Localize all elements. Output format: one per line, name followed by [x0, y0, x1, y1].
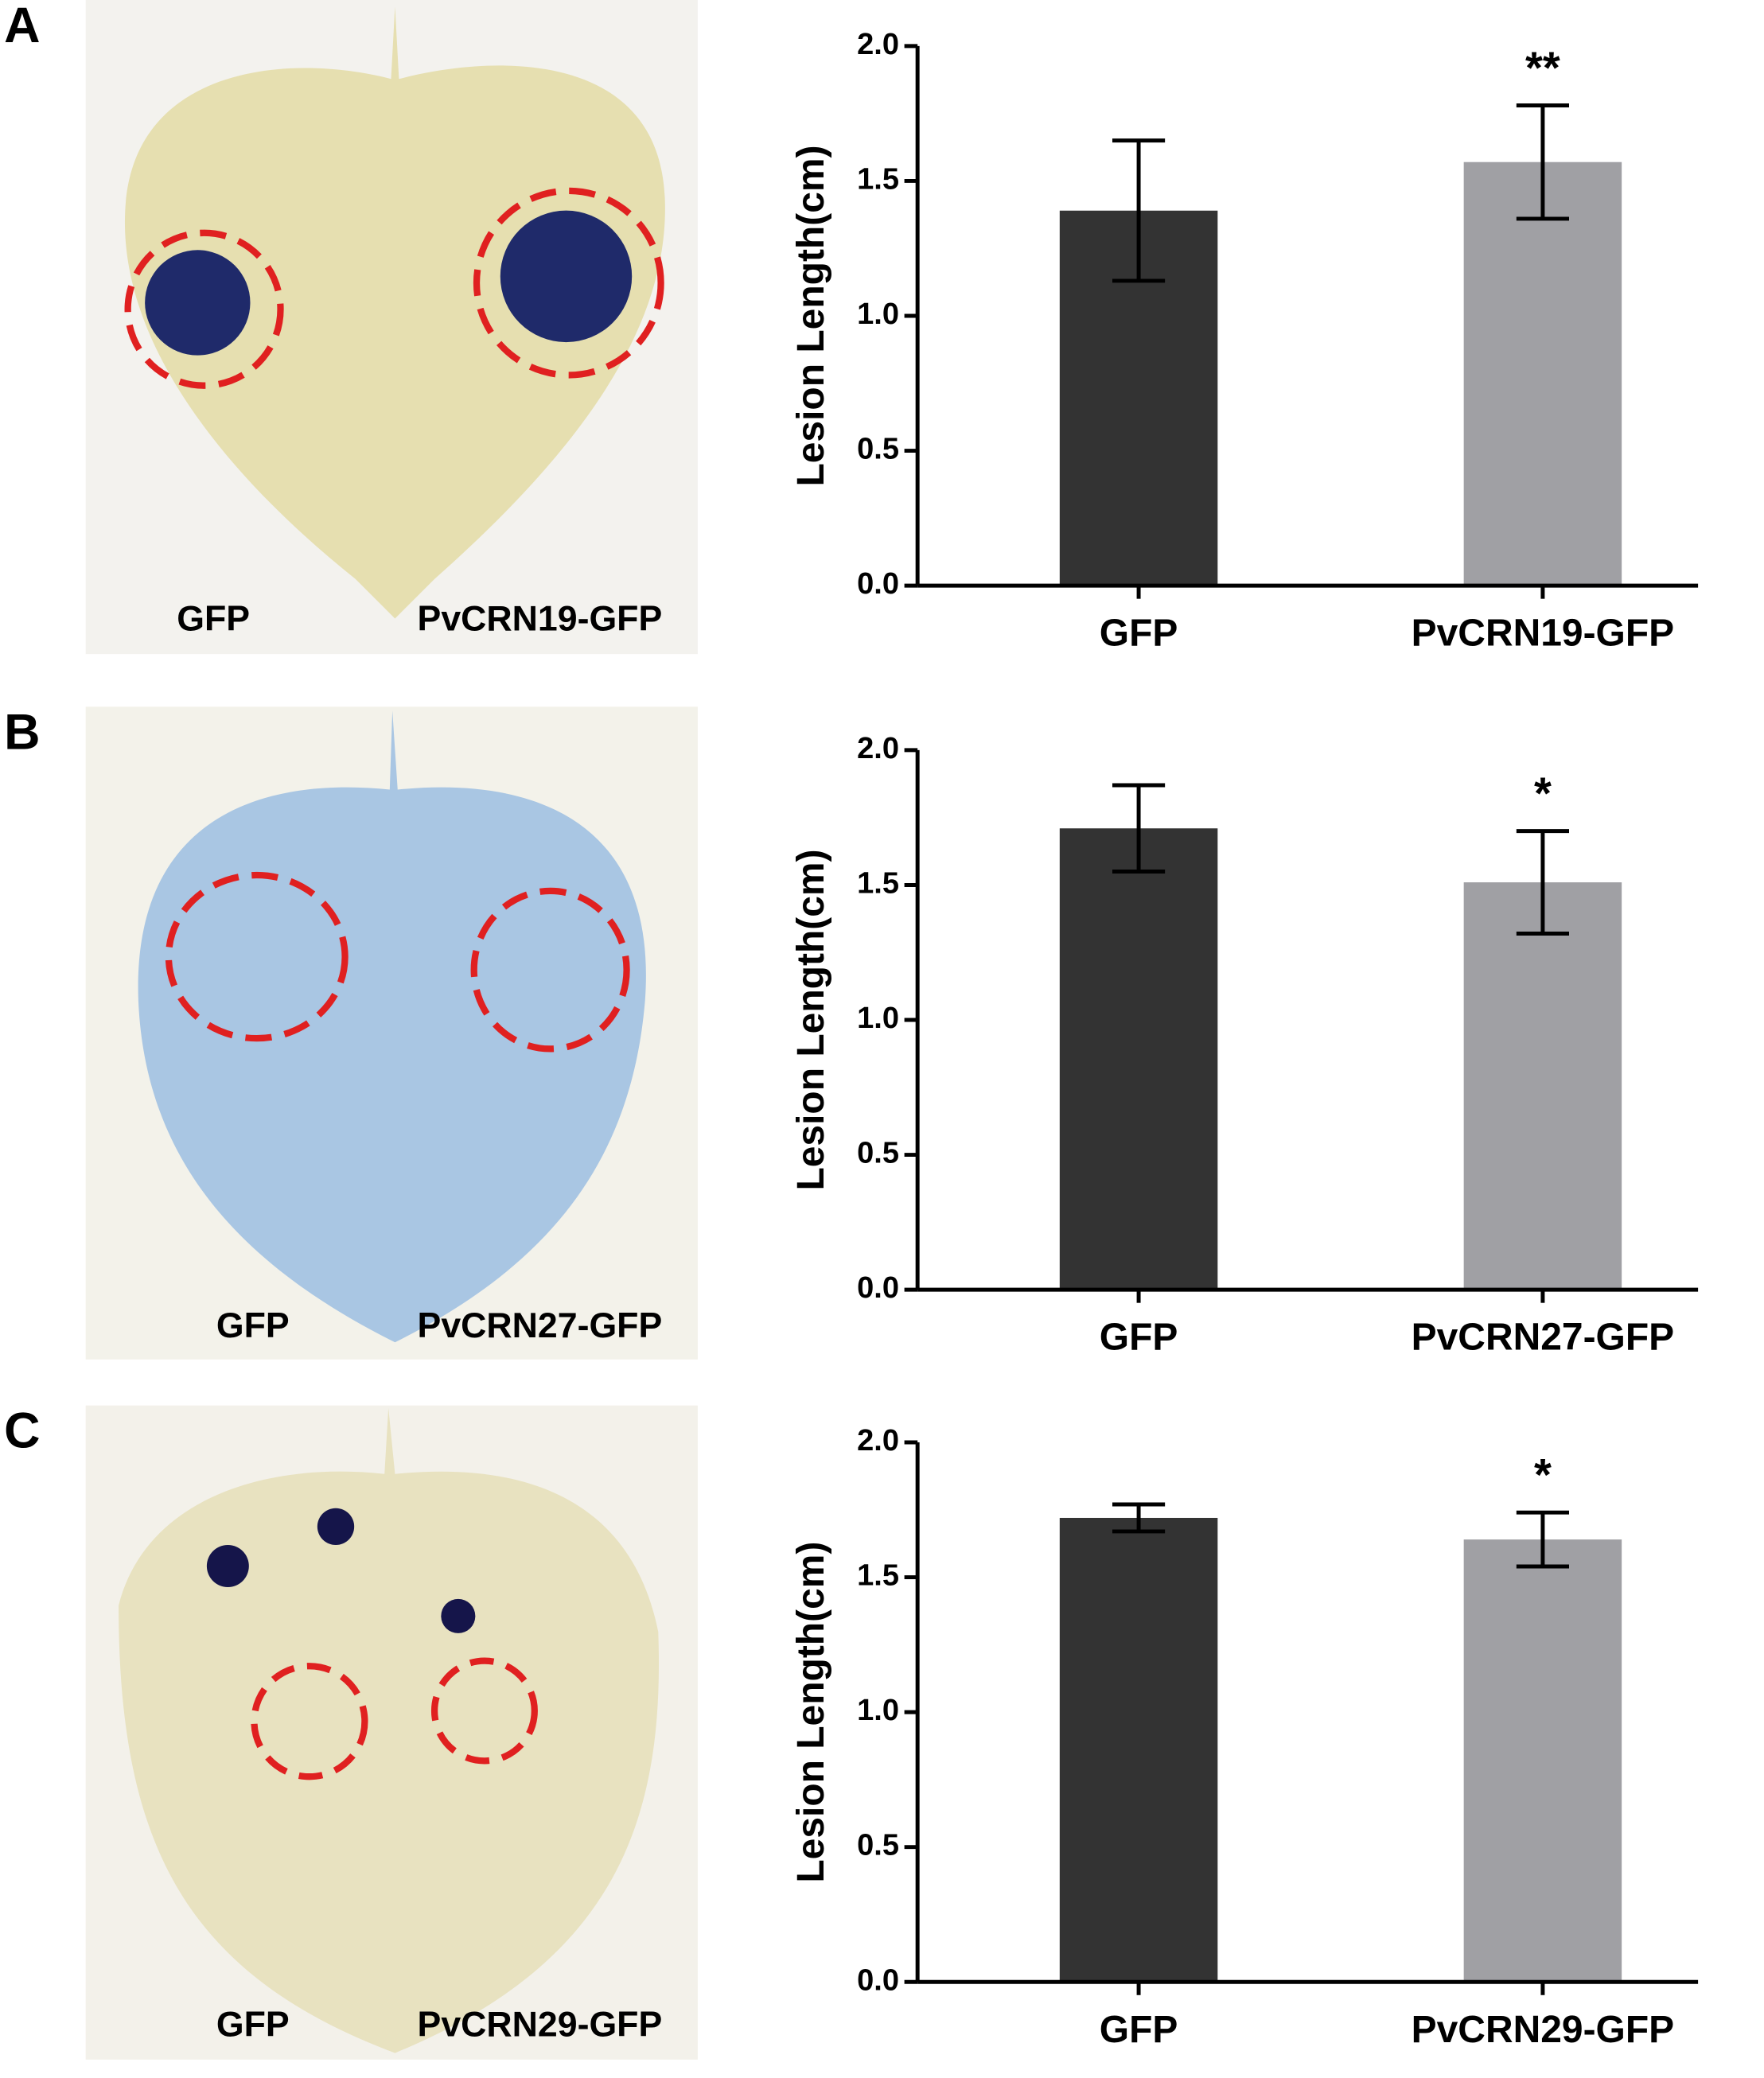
photo-label: GFP: [177, 600, 250, 639]
y-tick-label: 0.0: [857, 1271, 899, 1305]
significance: **: [1525, 42, 1560, 92]
y-tick-label: 0.5: [857, 433, 899, 466]
significance: *: [1534, 1450, 1552, 1500]
x-tick-label: GFP: [1100, 613, 1178, 655]
panel-letter: B: [4, 704, 40, 760]
y-axis-label: Lesion Length(cm): [790, 145, 832, 486]
leaf-photo: [85, 706, 698, 1360]
bar: [1463, 1539, 1622, 1983]
x-tick-label: GFP: [1100, 2009, 1178, 2051]
photo-label: GFP: [216, 2005, 290, 2044]
panel-letter: C: [4, 1403, 40, 1459]
y-tick-label: 1.0: [857, 1002, 899, 1035]
y-tick-label: 2.0: [857, 28, 899, 61]
x-tick-label: PvCRN29-GFP: [1412, 2009, 1675, 2051]
y-tick-label: 1.0: [857, 298, 899, 331]
leaf-photo: [85, 1405, 698, 2060]
bar: [1059, 828, 1218, 1290]
photo-label: PvCRN19-GFP: [418, 600, 663, 639]
leaf-photo: [85, 0, 698, 655]
photo-label: PvCRN27-GFP: [418, 1306, 663, 1345]
bar: [1059, 1517, 1218, 1983]
photo-label: GFP: [216, 1306, 290, 1345]
y-tick-label: 2.0: [857, 732, 899, 765]
x-tick-label: GFP: [1100, 1317, 1178, 1359]
panel-letter: A: [4, 0, 40, 53]
x-tick-label: PvCRN27-GFP: [1412, 1317, 1675, 1359]
y-tick-label: 0.5: [857, 1137, 899, 1170]
bar: [1463, 882, 1622, 1290]
y-tick-label: 0.0: [857, 1963, 899, 1997]
bar: [1463, 161, 1622, 586]
y-tick-label: 0.5: [857, 1829, 899, 1862]
y-axis-label: Lesion Length(cm): [790, 1542, 832, 1883]
y-tick-label: 2.0: [857, 1424, 899, 1457]
photo-label: PvCRN29-GFP: [418, 2005, 663, 2044]
y-tick-label: 1.5: [857, 163, 899, 197]
y-tick-label: 1.0: [857, 1694, 899, 1727]
significance: *: [1534, 768, 1552, 818]
x-tick-label: PvCRN19-GFP: [1412, 613, 1675, 655]
y-axis-label: Lesion Length(cm): [790, 849, 832, 1190]
y-tick-label: 1.5: [857, 1559, 899, 1593]
y-tick-label: 0.0: [857, 567, 899, 601]
y-tick-label: 1.5: [857, 867, 899, 901]
